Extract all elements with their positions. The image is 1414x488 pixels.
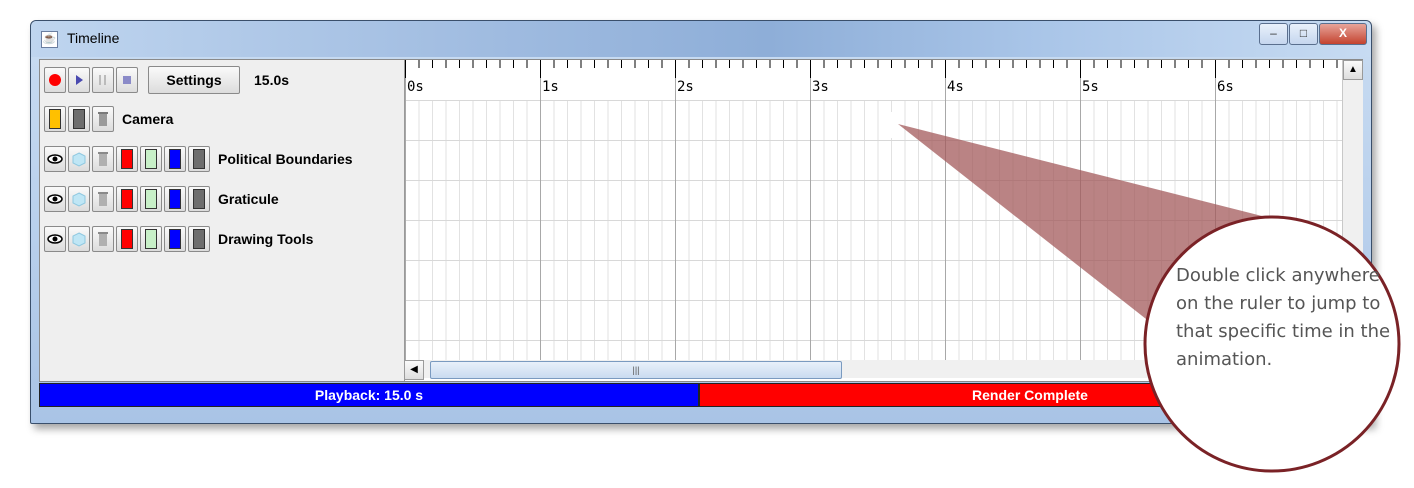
ruler-tick-label: 1s — [542, 79, 559, 95]
camera-clear-button[interactable] — [68, 106, 90, 132]
cube-icon — [72, 232, 86, 247]
eye-icon — [47, 194, 63, 204]
visibility-toggle[interactable] — [44, 186, 66, 212]
scroll-up-button[interactable]: ▲ — [1343, 60, 1363, 80]
pause-button[interactable] — [92, 67, 114, 93]
cube-icon — [72, 152, 86, 167]
scroll-left-button[interactable]: ◀ — [404, 360, 424, 380]
eye-icon — [47, 234, 63, 244]
visibility-toggle[interactable] — [44, 146, 66, 172]
scrollbar-thumb[interactable]: ||| — [430, 361, 842, 379]
pause-icon — [99, 75, 106, 85]
blue-keyframe-button[interactable] — [164, 186, 186, 212]
trash-icon — [98, 232, 108, 246]
trash-icon — [98, 112, 108, 126]
window-controls: – □ X — [1258, 23, 1367, 45]
green-keyframe-icon — [145, 229, 157, 249]
green-keyframe-button[interactable] — [140, 146, 162, 172]
gray-keyframe-icon — [73, 109, 85, 129]
red-keyframe-button[interactable] — [116, 226, 138, 252]
visibility-toggle[interactable] — [44, 226, 66, 252]
eye-icon — [47, 154, 63, 164]
gray-keyframe-button[interactable] — [188, 146, 210, 172]
playback-toolbar: Settings 15.0s — [44, 66, 289, 94]
green-keyframe-button[interactable] — [140, 186, 162, 212]
settings-button[interactable]: Settings — [148, 66, 240, 94]
gray-keyframe-button[interactable] — [188, 186, 210, 212]
record-icon — [49, 74, 61, 86]
timeline-window: ☕ Timeline – □ X S — [30, 20, 1372, 424]
camera-delete-button[interactable] — [92, 106, 114, 132]
camera-row: Camera — [44, 106, 173, 132]
window-title: Timeline — [67, 30, 120, 46]
delete-layer-button[interactable] — [92, 226, 114, 252]
stop-button[interactable] — [116, 67, 138, 93]
java-app-icon: ☕ — [41, 31, 58, 48]
blue-keyframe-button[interactable] — [164, 226, 186, 252]
green-keyframe-icon — [145, 149, 157, 169]
green-keyframe-button[interactable] — [140, 226, 162, 252]
ruler-tick-label: 2s — [677, 79, 694, 95]
playback-status: Playback: 15.0 s — [39, 383, 699, 407]
play-button[interactable] — [68, 67, 90, 93]
red-keyframe-button[interactable] — [116, 146, 138, 172]
camera-keyframe-button[interactable] — [44, 106, 66, 132]
cube-icon — [72, 192, 86, 207]
minimize-button[interactable]: – — [1259, 23, 1288, 45]
green-keyframe-icon — [145, 189, 157, 209]
close-button[interactable]: X — [1319, 23, 1367, 45]
maximize-button[interactable]: □ — [1289, 23, 1318, 45]
record-button[interactable] — [44, 67, 66, 93]
gray-keyframe-icon — [193, 149, 205, 169]
ruler-tick-label: 3s — [812, 79, 829, 95]
blue-keyframe-icon — [169, 149, 181, 169]
layer-row: Political Boundaries — [44, 146, 353, 172]
blue-keyframe-icon — [169, 189, 181, 209]
timeline-panel: Settings 15.0s Camera — [39, 59, 1363, 382]
red-keyframe-icon — [121, 189, 133, 209]
layer-controls-panel: Settings 15.0s Camera — [40, 60, 404, 381]
horizontal-scrollbar[interactable]: ◀ ||| — [404, 360, 1341, 380]
3d-toggle[interactable] — [68, 186, 90, 212]
delete-layer-button[interactable] — [92, 186, 114, 212]
duration-label: 15.0s — [254, 72, 290, 88]
stop-icon — [123, 76, 131, 84]
title-bar[interactable]: ☕ Timeline – □ X — [31, 21, 1371, 57]
render-status: Render Complete — [699, 383, 1361, 407]
trash-icon — [98, 192, 108, 206]
trash-icon — [98, 152, 108, 166]
play-icon — [76, 75, 83, 85]
gray-keyframe-icon — [193, 229, 205, 249]
layer-row: Graticule — [44, 186, 279, 212]
yellow-keyframe-icon — [49, 109, 61, 129]
status-bar: Playback: 15.0 s Render Complete — [39, 383, 1361, 407]
ruler-tick-label: 0s — [407, 79, 424, 95]
blue-keyframe-button[interactable] — [164, 146, 186, 172]
3d-toggle[interactable] — [68, 146, 90, 172]
layer-row: Drawing Tools — [44, 226, 313, 252]
ruler-tick-label: 4s — [947, 79, 964, 95]
ruler-tick-label: 6s — [1217, 79, 1234, 95]
gray-keyframe-button[interactable] — [188, 226, 210, 252]
delete-layer-button[interactable] — [92, 146, 114, 172]
ruler-tick-label: 5s — [1082, 79, 1099, 95]
red-keyframe-button[interactable] — [116, 186, 138, 212]
red-keyframe-icon — [121, 149, 133, 169]
blue-keyframe-icon — [169, 229, 181, 249]
callout-text: Double click anywhere on the ruler to ju… — [1176, 265, 1391, 370]
layer-label: Graticule — [218, 191, 279, 207]
3d-toggle[interactable] — [68, 226, 90, 252]
layer-label: Political Boundaries — [218, 151, 353, 167]
gray-keyframe-icon — [193, 189, 205, 209]
camera-label: Camera — [122, 111, 174, 127]
red-keyframe-icon — [121, 229, 133, 249]
layer-label: Drawing Tools — [218, 231, 314, 247]
